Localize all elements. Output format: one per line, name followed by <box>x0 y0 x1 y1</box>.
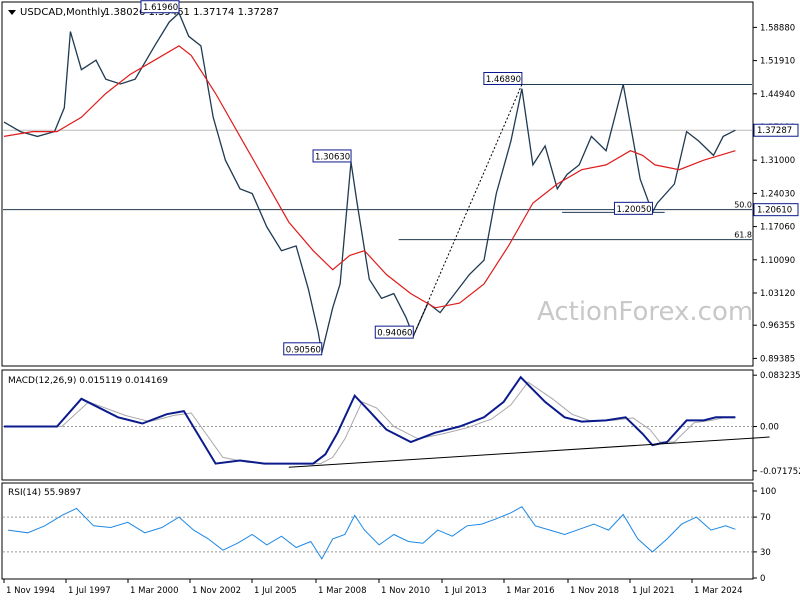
x-tick-label: 1 Nov 2010 <box>381 586 430 596</box>
macd-y-tick-label: 0.00 <box>760 423 779 433</box>
level-tag-box <box>753 203 799 217</box>
price-y-tick-label: 1.24030 <box>760 189 795 199</box>
rsi-title: RSI(14) 55.9897 <box>8 488 81 498</box>
dotted-trendline <box>412 84 523 337</box>
last-price-tag-label: 1.37287 <box>757 126 792 136</box>
rsi-y-tick-label: 30 <box>760 548 771 558</box>
rsi-panel <box>1 482 754 580</box>
fib-level-label: 50.0 <box>734 201 752 210</box>
watermark: ActionForex.com <box>537 297 753 327</box>
macd-panel <box>1 369 754 481</box>
price-y-tick-label: 0.89385 <box>760 354 795 364</box>
annotation-label: 1.20050 <box>616 205 651 215</box>
annotation-label: 0.94060 <box>377 329 412 339</box>
price-y-tick-label: 0.96355 <box>760 321 795 331</box>
x-tick-label: 1 Nov 2018 <box>570 586 619 596</box>
moving-average-line <box>3 45 736 309</box>
annotation-box <box>613 201 653 215</box>
rsi-y-tick-label: 70 <box>760 513 771 523</box>
rsi-y-tick-label: 100 <box>760 487 776 497</box>
last-price-tag-box <box>753 123 799 137</box>
rsi-line <box>8 506 736 560</box>
annotation-box <box>140 0 180 14</box>
annotation-box <box>374 325 414 339</box>
price-y-tick-label: 1.44940 <box>760 90 795 100</box>
price-y-tick-label: 1.31000 <box>760 156 795 166</box>
price-y-tick-label: 1.17060 <box>760 223 795 233</box>
x-tick-label: 1 Nov 2002 <box>192 586 241 596</box>
annotation-box <box>483 71 523 85</box>
price-series-line <box>3 11 736 353</box>
macd-trendline <box>288 436 770 468</box>
x-tick-label: 1 Jul 1997 <box>68 586 111 596</box>
fib-level-label: 61.8 <box>734 231 752 240</box>
macd-title: MACD(12,26,9) 0.015119 0.014169 <box>8 376 168 386</box>
price-panel <box>1 1 754 367</box>
annotation-box <box>312 149 352 163</box>
symbol-label: USDCAD,Monthly <box>20 7 106 18</box>
symbol-dropdown-icon[interactable] <box>8 10 16 15</box>
macd-y-tick-label: -0.071752 <box>760 467 800 477</box>
annotation-label: 0.90560 <box>286 345 321 355</box>
ohlc-values: 1.38026 1.39461 1.37174 1.37287 <box>104 7 279 18</box>
x-tick-label: 1 Mar 2008 <box>318 586 366 596</box>
annotation-label: 1.30630 <box>315 152 350 162</box>
price-y-tick-label: 1.03120 <box>760 289 795 299</box>
price-y-tick-label: 1.51910 <box>760 57 795 67</box>
x-tick-label: 1 Jul 2013 <box>444 586 487 596</box>
annotation-label: 1.61960 <box>143 3 178 13</box>
x-tick-label: 1 Jul 2021 <box>632 586 675 596</box>
macd-signal-line <box>4 381 736 465</box>
macd-y-tick-label: 0.083235 <box>760 371 800 381</box>
rsi-y-tick-label: 0 <box>760 574 765 584</box>
annotation-label: 1.46890 <box>486 75 521 85</box>
annotation-box <box>283 342 323 356</box>
x-tick-label: 1 Mar 2000 <box>130 586 178 596</box>
x-tick-label: 1 Mar 2016 <box>506 586 554 596</box>
price-y-tick-label: 1.58880 <box>760 23 795 33</box>
x-tick-label: 1 Jul 2005 <box>254 586 297 596</box>
x-tick-label: 1 Mar 2024 <box>694 586 742 596</box>
macd-line <box>4 375 736 465</box>
level-tag-label: 1.20610 <box>757 206 792 216</box>
x-tick-label: 1 Nov 1994 <box>6 586 55 596</box>
price-y-tick-label: 1.10090 <box>760 256 795 266</box>
